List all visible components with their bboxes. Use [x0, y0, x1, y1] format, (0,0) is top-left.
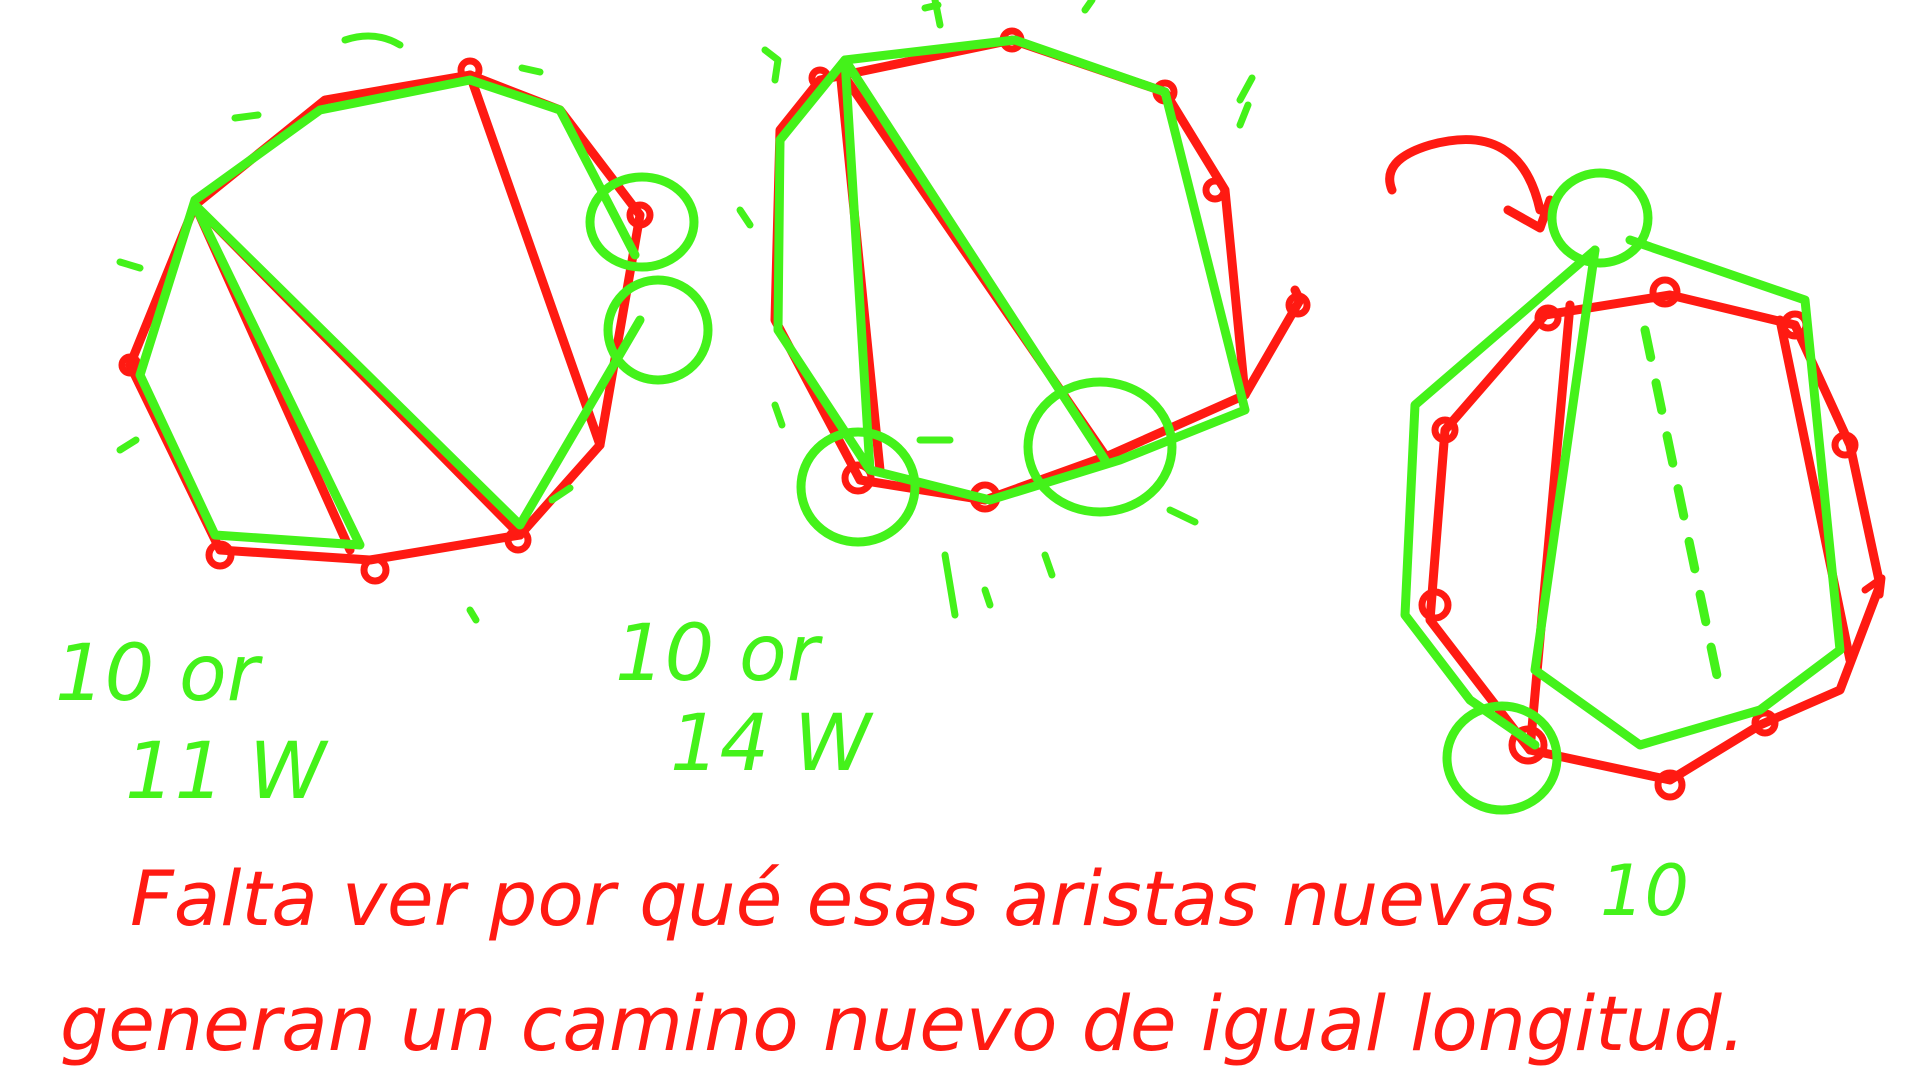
figure-1-tick [341, 32, 404, 49]
figure-2-tick [1041, 551, 1056, 579]
figure-3-vertex-mark [1649, 276, 1681, 308]
figure-2-tick [736, 206, 754, 229]
figure-1-tick [116, 258, 144, 272]
figure-1-vertex-mark [504, 526, 532, 554]
figure-2-tick [1236, 74, 1256, 129]
figure-3-green-path [1400, 245, 1600, 750]
figure-3-green-circle-top [1547, 168, 1653, 268]
figure-2-tick [771, 401, 786, 429]
figure-2-green-chord [840, 55, 1110, 465]
figure-3-vertex-mark [1508, 725, 1548, 765]
note-line-1: Falta ver por qué esas aristas nuevas [130, 854, 1556, 943]
figure-3-label: 10 [1600, 850, 1689, 932]
figure-3-arrow-head [1503, 195, 1555, 233]
figure-1-vertex-mark [360, 555, 390, 585]
figure-2-vertex-mark [841, 461, 875, 495]
figure-1-red-chord-a [465, 70, 605, 450]
figure-3-vertex-mark [1418, 588, 1452, 622]
figure-2-vertex-mark [1202, 177, 1228, 203]
figure-3-vertex-mark [1751, 709, 1779, 737]
figure-1-tick [548, 484, 574, 504]
figure-3-vertex-mark [1534, 304, 1562, 332]
figure-3-vertex-mark [1654, 769, 1686, 801]
note-line-2: generan un camino nuevo de igual longitu… [60, 979, 1746, 1068]
figure-2-green-circle [1023, 377, 1177, 517]
figure-1-green-path [135, 75, 645, 550]
figure-2-vertex-mark [1285, 292, 1311, 318]
figure-3-curved-arrow [1385, 135, 1545, 215]
figure-1-label-line2: 11 W [125, 727, 329, 817]
figure-3-green-circle-bottom [1442, 701, 1562, 815]
figure-2-label-line1: 10 or [615, 609, 824, 699]
figure-2-tick [1081, 0, 1096, 14]
figure-3-polygon [1385, 135, 1886, 815]
figure-1-green-circle [585, 172, 699, 272]
figure-1-tick [116, 436, 140, 454]
figure-1-vertex-mark [626, 201, 654, 229]
figure-2-tick [941, 551, 994, 619]
figure-1-tick [466, 606, 480, 624]
figure-1-polygon [116, 32, 713, 624]
figure-1-green-circle [603, 275, 713, 385]
figure-1-red-outline [125, 70, 645, 565]
figure-2-green-path [773, 35, 1250, 505]
figure-1-tick [518, 64, 544, 76]
figure-2-label-line2: 14 W [670, 699, 874, 789]
figure-1-tick [231, 111, 262, 122]
figure-3-red-outline [1425, 290, 1885, 785]
figure-2-tick [761, 46, 782, 84]
figure-3-green-path-right [1530, 235, 1845, 750]
figure-1-label-line1: 10 or [55, 629, 264, 719]
figure-3-red-mark [1861, 574, 1886, 599]
figure-3-vertex-mark [1431, 416, 1459, 444]
figure-2-tick [921, 0, 944, 29]
figure-1-vertex-mark [118, 353, 142, 377]
figure-3-dashed-line [1640, 325, 1725, 695]
figure-1-vertex-mark [205, 540, 235, 570]
figure-2-polygon [736, 0, 1311, 619]
figure-2-green-circle [796, 427, 920, 547]
figure-3-vertex-mark [1831, 431, 1859, 459]
figure-2-tick [1166, 506, 1199, 526]
